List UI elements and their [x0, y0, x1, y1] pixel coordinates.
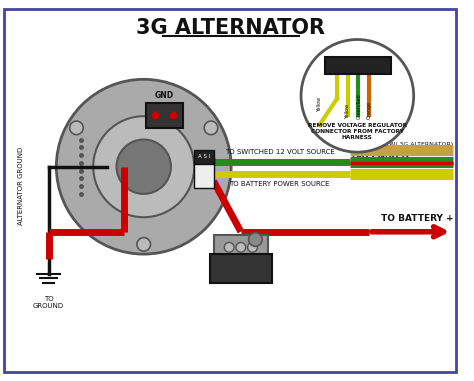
- Text: TO BATTERY POWER SOURCE: TO BATTERY POWER SOURCE: [229, 181, 330, 187]
- Text: GREEN/RED: GREEN/RED: [352, 152, 410, 160]
- Circle shape: [236, 242, 246, 252]
- Circle shape: [248, 233, 262, 247]
- Circle shape: [137, 238, 151, 251]
- Circle shape: [224, 242, 234, 252]
- Text: TO SWITCHED 12 VOLT SOURCE: TO SWITCHED 12 VOLT SOURCE: [225, 149, 335, 155]
- Text: GND: GND: [155, 91, 173, 100]
- Text: ALTERNATOR GROUND: ALTERNATOR GROUND: [18, 147, 24, 225]
- Bar: [214, 235, 268, 254]
- Bar: [194, 157, 214, 188]
- Text: Yellow: Yellow: [345, 104, 350, 119]
- Text: YELLOW: YELLOW: [352, 173, 393, 182]
- Bar: [210, 254, 272, 283]
- Circle shape: [93, 116, 194, 217]
- Text: REMOVE VOLTAGE REGULATOR
CONNECTOR FROM FACTORY
HARNESS: REMOVE VOLTAGE REGULATOR CONNECTOR FROM …: [308, 123, 407, 139]
- Text: Orange: Orange: [366, 101, 372, 119]
- Circle shape: [70, 121, 83, 134]
- Text: Green/Red: Green/Red: [356, 93, 361, 119]
- Bar: [325, 57, 392, 74]
- Circle shape: [117, 139, 171, 194]
- Circle shape: [301, 40, 414, 152]
- Text: A S I: A S I: [198, 155, 210, 160]
- Text: (NOT USED W/ 3G ALTERNATOR): (NOT USED W/ 3G ALTERNATOR): [352, 142, 453, 147]
- Bar: [146, 102, 182, 128]
- Circle shape: [204, 121, 218, 134]
- Text: 3G ALTERNATOR: 3G ALTERNATOR: [136, 18, 325, 38]
- Text: Yellow: Yellow: [317, 97, 322, 112]
- Text: TO BATTERY +: TO BATTERY +: [381, 214, 454, 223]
- Bar: [194, 150, 214, 164]
- Text: TO
GROUND: TO GROUND: [33, 296, 64, 309]
- Circle shape: [56, 79, 231, 254]
- Circle shape: [247, 242, 257, 252]
